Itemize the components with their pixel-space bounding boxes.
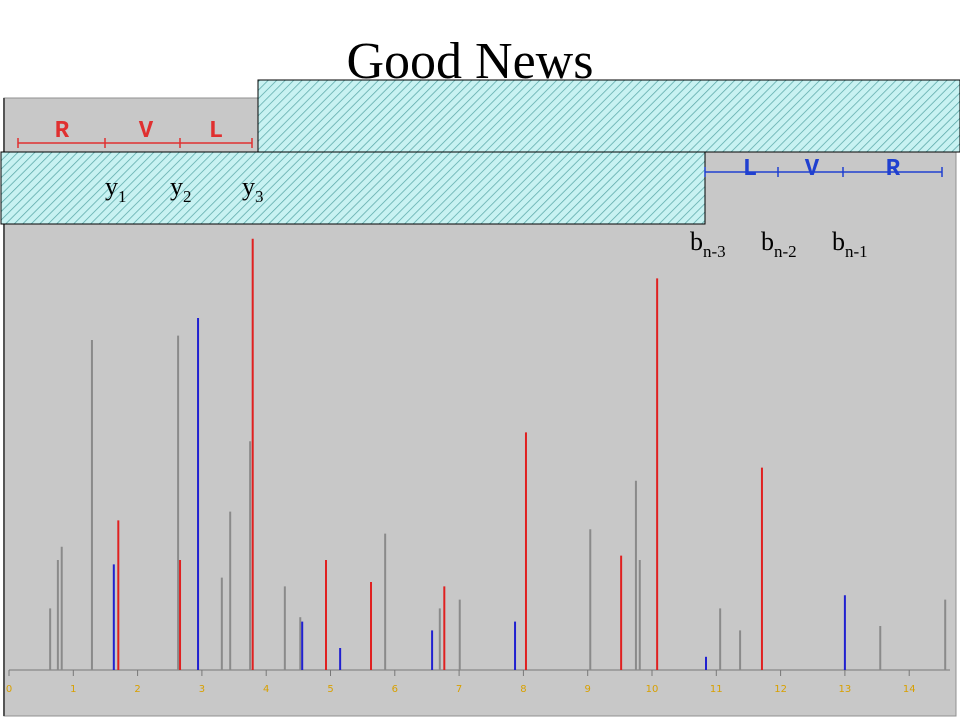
ion-base: y [105, 172, 118, 201]
x-tick-label: 3 [199, 684, 205, 695]
ion-label: y1 [105, 172, 127, 206]
x-tick-label: 10 [646, 684, 659, 695]
residue-label: L [743, 156, 757, 183]
ion-subscript: 2 [183, 187, 192, 206]
ion-subscript: n-3 [703, 242, 726, 261]
x-tick-label: 11 [710, 684, 723, 695]
x-tick-label: 13 [839, 684, 852, 695]
ion-label: bn-2 [761, 227, 797, 261]
x-tick-label: 9 [585, 684, 591, 695]
x-tick-label: 2 [134, 684, 140, 695]
residue-label: L [209, 118, 223, 145]
ion-label: y2 [170, 172, 192, 206]
residue-label: R [886, 156, 901, 183]
overlay-box [0, 151, 706, 225]
ion-label: y3 [242, 172, 264, 206]
overlay-box [257, 79, 960, 153]
ion-subscript: 3 [255, 187, 264, 206]
ion-label: bn-1 [832, 227, 868, 261]
ion-subscript: n-2 [774, 242, 797, 261]
ion-subscript: n-1 [845, 242, 868, 261]
x-tick-label: 7 [456, 684, 462, 695]
ion-base: y [170, 172, 183, 201]
ion-base: y [242, 172, 255, 201]
ion-subscript: 1 [118, 187, 127, 206]
residue-label: V [139, 118, 154, 145]
ion-base: b [761, 227, 774, 256]
x-tick-label: 12 [774, 684, 787, 695]
x-tick-label: 14 [903, 684, 916, 695]
x-tick-label: 1 [70, 684, 76, 695]
ion-label: bn-3 [690, 227, 726, 261]
ion-base: b [832, 227, 845, 256]
residue-label: V [805, 156, 820, 183]
ion-base: b [690, 227, 703, 256]
x-tick-label: 0 [6, 684, 12, 695]
x-tick-label: 6 [392, 684, 398, 695]
x-tick-label: 5 [327, 684, 333, 695]
residue-label: R [55, 118, 70, 145]
x-tick-label: 4 [263, 684, 269, 695]
x-tick-label: 8 [520, 684, 526, 695]
